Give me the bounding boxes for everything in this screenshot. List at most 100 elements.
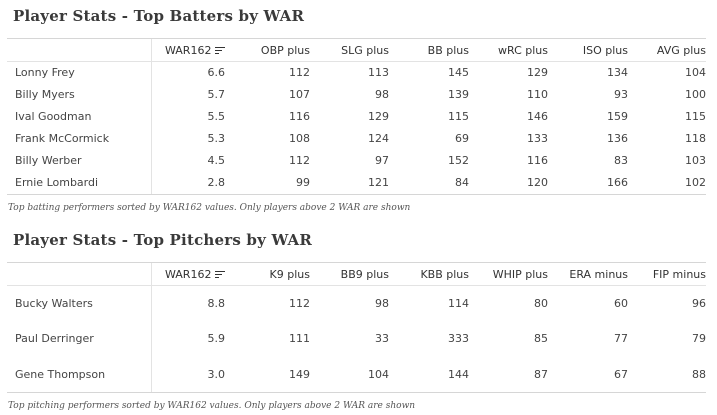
cell-whip-plus: 85	[534, 332, 548, 346]
column-header-label: WAR162	[165, 43, 212, 57]
cell-wrc-plus: 116	[527, 154, 548, 167]
column-header-k9-plus[interactable]: K9 plus	[269, 267, 310, 281]
column-header-wrc-plus[interactable]: wRC plus	[497, 43, 548, 57]
cell-iso-plus: 159	[607, 110, 628, 123]
cell-k9-plus: 112	[289, 297, 310, 310]
cell-bb9-plus: 33	[375, 332, 389, 346]
cell-fip-minus: 88	[692, 367, 706, 381]
player-name: Bucky Walters	[15, 297, 93, 310]
header-row: WAR162 OBP plus SLG plus BB plus wRC plu…	[7, 39, 706, 62]
column-header-obp-plus[interactable]: OBP plus	[260, 43, 310, 57]
player-name: Gene Thompson	[15, 367, 106, 381]
cell-slg-plus: 129	[368, 110, 389, 123]
cell-war162: 5.5	[207, 110, 226, 123]
pitchers-table-frame: WAR162 K9 plus BB9 plus KBB plus WHIP pl…	[7, 262, 706, 393]
cell-iso-plus: 93	[614, 88, 628, 101]
sort-descending-icon[interactable]	[215, 270, 226, 279]
column-header-iso-plus[interactable]: ISO plus	[582, 43, 628, 57]
cell-kbb-plus: 333	[448, 332, 469, 346]
cell-iso-plus: 166	[607, 176, 628, 189]
table-row: Billy Werber 4.5 112 97 152 116 83 103	[7, 150, 706, 172]
column-header-era-minus[interactable]: ERA minus	[569, 267, 628, 281]
cell-avg-plus: 104	[685, 66, 706, 80]
cell-war162: 8.8	[207, 297, 226, 310]
cell-whip-plus: 80	[534, 297, 548, 310]
column-header-label: WAR162	[165, 267, 212, 281]
table-row: Billy Myers 5.7 107 98 139 110 93 100	[7, 84, 706, 106]
cell-war162: 4.5	[207, 154, 226, 167]
player-name: Billy Myers	[15, 88, 75, 101]
sort-descending-icon[interactable]	[215, 46, 226, 55]
batters-table-frame: WAR162 OBP plus SLG plus BB plus wRC plu…	[7, 38, 706, 195]
cell-iso-plus: 136	[607, 132, 628, 145]
cell-slg-plus: 97	[375, 154, 389, 167]
cell-slg-plus: 98	[375, 88, 389, 101]
cell-obp-plus: 99	[296, 176, 310, 189]
cell-era-minus: 67	[614, 367, 628, 381]
batters-title: Player Stats - Top Batters by WAR	[13, 7, 305, 25]
cell-war162: 5.9	[207, 332, 226, 346]
cell-wrc-plus: 129	[527, 66, 548, 80]
cell-obp-plus: 107	[289, 88, 310, 101]
cell-war162: 5.7	[207, 88, 226, 101]
cell-k9-plus: 149	[289, 367, 310, 381]
player-name: Frank McCormick	[15, 132, 110, 145]
player-name: Ernie Lombardi	[15, 176, 99, 189]
pitchers-table: WAR162 K9 plus BB9 plus KBB plus WHIP pl…	[7, 263, 706, 392]
player-name: Paul Derringer	[15, 332, 94, 346]
cell-avg-plus: 100	[685, 88, 706, 101]
cell-war162: 5.3	[207, 132, 226, 145]
cell-fip-minus: 96	[692, 297, 706, 310]
column-divider	[151, 263, 152, 392]
column-header-war162[interactable]: WAR162	[151, 39, 226, 62]
table-row: Lonny Frey 6.6 112 113 145 129 134 104	[7, 62, 706, 84]
column-header-player	[7, 263, 151, 286]
cell-era-minus: 60	[614, 297, 628, 310]
cell-war162: 2.8	[207, 176, 226, 189]
cell-iso-plus: 134	[607, 66, 628, 80]
cell-war162: 6.6	[207, 66, 226, 80]
cell-avg-plus: 102	[685, 176, 706, 189]
cell-obp-plus: 116	[289, 110, 310, 123]
cell-kbb-plus: 144	[448, 367, 469, 381]
column-header-war162[interactable]: WAR162	[151, 263, 226, 286]
column-header-kbb-plus[interactable]: KBB plus	[420, 267, 469, 281]
cell-obp-plus: 112	[289, 66, 310, 80]
cell-wrc-plus: 110	[527, 88, 548, 101]
cell-slg-plus: 113	[368, 66, 389, 80]
cell-bb-plus: 84	[455, 176, 469, 189]
column-header-whip-plus[interactable]: WHIP plus	[492, 267, 548, 281]
column-header-player	[7, 39, 151, 62]
batters-table: WAR162 OBP plus SLG plus BB plus wRC plu…	[7, 39, 706, 194]
cell-kbb-plus: 114	[448, 297, 469, 310]
cell-slg-plus: 121	[368, 176, 389, 189]
column-divider	[151, 39, 152, 194]
pitchers-footnote: Top pitching performers sorted by WAR162…	[8, 401, 416, 411]
table-row: Paul Derringer 5.9 111 33 333 85 77 79	[7, 321, 706, 357]
cell-avg-plus: 118	[685, 132, 706, 145]
batters-footnote: Top batting performers sorted by WAR162 …	[8, 203, 411, 213]
column-header-fip-minus[interactable]: FIP minus	[652, 267, 706, 281]
table-row: Frank McCormick 5.3 108 124 69 133 136 1…	[7, 128, 706, 150]
cell-slg-plus: 124	[368, 132, 389, 145]
cell-bb-plus: 145	[448, 66, 469, 80]
cell-bb9-plus: 98	[375, 297, 389, 310]
column-header-avg-plus[interactable]: AVG plus	[656, 43, 706, 57]
table-row: Ival Goodman 5.5 116 129 115 146 159 115	[7, 106, 706, 128]
column-header-slg-plus[interactable]: SLG plus	[341, 43, 389, 57]
cell-bb-plus: 139	[448, 88, 469, 101]
cell-bb-plus: 69	[455, 132, 469, 145]
cell-k9-plus: 111	[289, 332, 310, 346]
cell-wrc-plus: 120	[527, 176, 548, 189]
column-header-bb-plus[interactable]: BB plus	[427, 43, 469, 57]
cell-war162: 3.0	[207, 367, 226, 381]
cell-avg-plus: 115	[685, 110, 706, 123]
column-header-bb9-plus[interactable]: BB9 plus	[340, 267, 389, 281]
player-name: Ival Goodman	[15, 110, 92, 123]
cell-era-minus: 77	[614, 332, 628, 346]
table-row: Bucky Walters 8.8 112 98 114 80 60 96	[7, 286, 706, 322]
table-row: Gene Thompson 3.0 149 104 144 87 67 88	[7, 357, 706, 393]
cell-bb-plus: 152	[448, 154, 469, 167]
cell-obp-plus: 108	[289, 132, 310, 145]
header-row: WAR162 K9 plus BB9 plus KBB plus WHIP pl…	[7, 263, 706, 286]
